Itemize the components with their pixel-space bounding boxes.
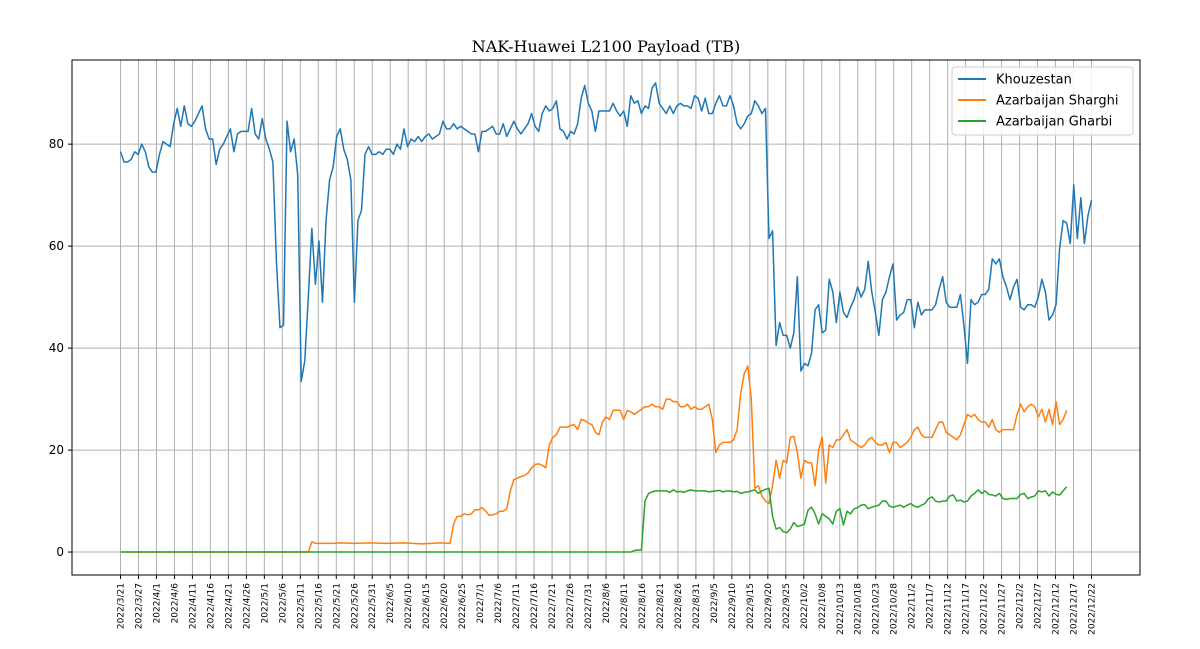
- x-tick-label: 2022/6/5: [386, 583, 396, 623]
- series-lines: [119, 82, 1093, 553]
- x-tick-label: 2022/11/27: [998, 583, 1008, 635]
- x-axis: 2022/3/21 2022/3/27 2022/4/1 2022/4/6 2022/4…: [117, 575, 1098, 635]
- x-tick-label: 2022/9/20: [764, 583, 774, 629]
- x-tick-label: 2022/8/16: [638, 583, 648, 629]
- legend: Khouzestan Azarbaijan Sharghi Azarbaijan G…: [951, 66, 1134, 136]
- x-tick-label: 2022/11/12: [944, 583, 954, 635]
- x-tick-label: 2022/12/12: [1052, 583, 1062, 635]
- x-tick-label: 2022/12/7: [1034, 583, 1044, 629]
- x-gridlines: [120, 60, 1092, 575]
- series-line-khouzestan: [119, 82, 1093, 382]
- legend-label: Azarbaijan Gharbi: [996, 115, 1112, 130]
- x-tick-label: 2022/6/20: [440, 583, 450, 629]
- x-tick-label: 2022/6/25: [458, 583, 468, 629]
- x-tick-label: 2022/11/22: [980, 583, 990, 635]
- x-tick-label: 2022/5/1: [260, 583, 270, 623]
- y-axis: 0 20 40 60 80: [49, 137, 72, 559]
- x-tick-label: 2022/9/25: [782, 583, 792, 629]
- x-tick-label: 2022/6/15: [422, 583, 432, 629]
- x-tick-label: 2022/5/11: [296, 583, 306, 629]
- x-tick-label: 2022/5/31: [368, 583, 378, 629]
- x-tick-label: 2022/4/6: [170, 583, 180, 624]
- y-tick-label: 80: [49, 137, 64, 151]
- y-tick-label: 20: [49, 443, 64, 457]
- x-tick-label: 2022/7/1: [476, 583, 486, 623]
- x-tick-label: 2022/10/13: [836, 583, 846, 635]
- x-tick-label: 2022/7/26: [566, 583, 576, 629]
- x-tick-label: 2022/9/10: [728, 583, 738, 629]
- x-tick-label: 2022/8/21: [656, 583, 666, 629]
- x-tick-label: 2022/11/17: [962, 583, 972, 635]
- x-tick-label: 2022/8/26: [674, 583, 684, 629]
- legend-label: Khouzestan: [996, 73, 1072, 88]
- x-tick-label: 2022/5/26: [350, 583, 360, 629]
- x-tick-label: 2022/11/7: [926, 583, 936, 629]
- x-tick-label: 2022/6/10: [404, 583, 414, 629]
- x-tick-label: 2022/7/31: [584, 583, 594, 629]
- x-tick-label: 2022/10/2: [800, 583, 810, 629]
- x-tick-label: 2022/12/2: [1016, 583, 1026, 629]
- x-tick-label: 2022/7/6: [494, 583, 504, 624]
- x-tick-label: 2022/10/23: [872, 583, 882, 635]
- x-tick-label: 2022/4/1: [152, 583, 162, 623]
- x-tick-label: 2022/8/31: [692, 583, 702, 629]
- x-tick-label: 2022/10/28: [890, 583, 900, 635]
- x-tick-label: 2022/7/21: [548, 583, 558, 629]
- y-tick-label: 0: [56, 545, 64, 559]
- x-tick-label: 2022/8/6: [602, 583, 612, 624]
- x-tick-label: 2022/4/21: [224, 583, 234, 629]
- series-line-azarbaijan-gharbi: [120, 486, 1068, 553]
- x-tick-label: 2022/4/16: [206, 583, 216, 629]
- legend-label: Azarbaijan Sharghi: [996, 94, 1118, 109]
- x-tick-label: 2022/4/11: [188, 583, 198, 629]
- y-tick-label: 60: [49, 239, 64, 253]
- x-tick-label: 2022/12/22: [1088, 583, 1098, 635]
- legend-box: [951, 66, 1134, 136]
- x-tick-label: 2022/10/18: [854, 583, 864, 635]
- y-tick-label: 40: [49, 341, 64, 355]
- x-tick-label: 2022/5/6: [278, 583, 288, 624]
- x-tick-label: 2022/3/27: [134, 583, 144, 629]
- x-tick-label: 2022/10/8: [818, 583, 828, 629]
- x-tick-label: 2022/8/11: [620, 583, 630, 629]
- x-tick-label: 2022/3/21: [117, 583, 127, 629]
- series-line-azarbaijan-sharghi: [120, 365, 1068, 553]
- x-tick-label: 2022/5/16: [314, 583, 324, 629]
- x-tick-label: 2022/11/2: [908, 583, 918, 629]
- x-tick-label: 2022/5/21: [332, 583, 342, 629]
- chart-title: NAK-Huawei L2100 Payload (TB): [472, 37, 741, 56]
- x-tick-label: 2022/12/17: [1070, 583, 1080, 635]
- x-tick-label: 2022/9/5: [710, 583, 720, 623]
- x-tick-label: 2022/4/26: [242, 583, 252, 629]
- x-tick-label: 2022/7/16: [530, 583, 540, 629]
- x-tick-label: 2022/7/11: [512, 583, 522, 629]
- x-tick-label: 2022/9/15: [746, 583, 756, 629]
